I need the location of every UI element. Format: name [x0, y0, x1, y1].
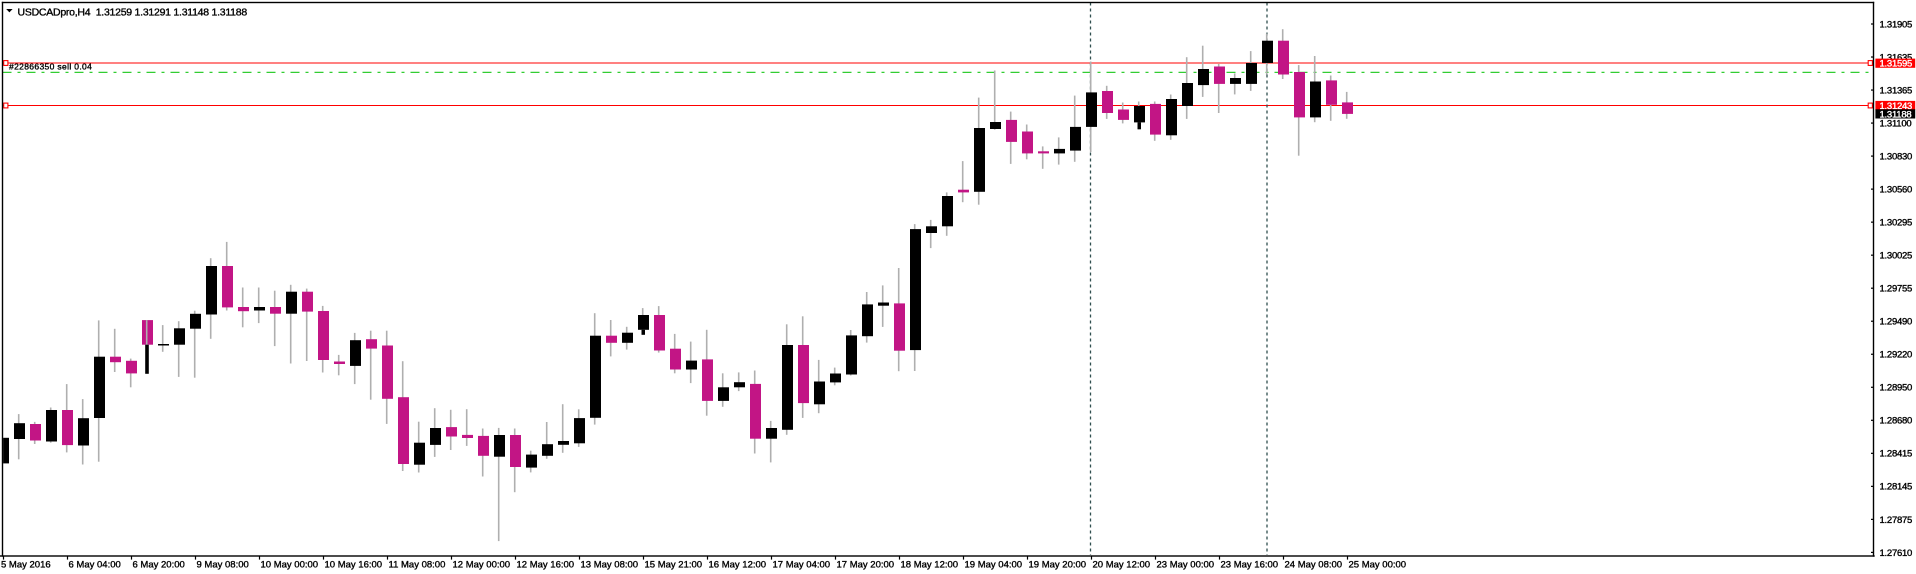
- svg-text:#22866350 sell 0.04: #22866350 sell 0.04: [9, 61, 92, 71]
- svg-text:16 May 12:00: 16 May 12:00: [709, 560, 767, 571]
- svg-text:23 May 16:00: 23 May 16:00: [1221, 560, 1279, 571]
- svg-text:1.31905: 1.31905: [1880, 19, 1913, 30]
- svg-text:5 May 2016: 5 May 2016: [1, 560, 51, 571]
- svg-text:24 May 08:00: 24 May 08:00: [1285, 560, 1343, 571]
- svg-text:6 May 20:00: 6 May 20:00: [133, 560, 185, 571]
- svg-text:1.30560: 1.30560: [1880, 185, 1913, 196]
- svg-text:1.31635: 1.31635: [1880, 52, 1913, 63]
- svg-text:12 May 00:00: 12 May 00:00: [453, 560, 511, 571]
- svg-text:12 May 16:00: 12 May 16:00: [517, 560, 575, 571]
- svg-text:17 May 04:00: 17 May 04:00: [773, 560, 831, 571]
- svg-text:23 May 00:00: 23 May 00:00: [1157, 560, 1215, 571]
- svg-text:1.29755: 1.29755: [1880, 284, 1913, 295]
- svg-text:1.28950: 1.28950: [1880, 383, 1913, 394]
- svg-text:1.28145: 1.28145: [1880, 482, 1913, 493]
- svg-text:25 May 00:00: 25 May 00:00: [1349, 560, 1407, 571]
- svg-text:20 May 12:00: 20 May 12:00: [1093, 560, 1151, 571]
- svg-text:15 May 21:00: 15 May 21:00: [645, 560, 703, 571]
- svg-text:USDCADpro,H4 1.31259 1.31291: USDCADpro,H4 1.31259 1.31291 1.31148 1.3…: [18, 7, 248, 19]
- svg-text:10 May 16:00: 10 May 16:00: [325, 560, 383, 571]
- svg-text:1.31100: 1.31100: [1880, 119, 1912, 130]
- svg-text:13 May 08:00: 13 May 08:00: [581, 560, 639, 571]
- svg-text:1.30830: 1.30830: [1880, 152, 1913, 163]
- svg-text:17 May 20:00: 17 May 20:00: [837, 560, 895, 571]
- svg-text:1.28680: 1.28680: [1880, 416, 1913, 427]
- svg-text:1.31365: 1.31365: [1880, 86, 1913, 97]
- svg-text:19 May 04:00: 19 May 04:00: [965, 560, 1023, 571]
- svg-text:11 May 08:00: 11 May 08:00: [389, 560, 446, 571]
- svg-text:1.30025: 1.30025: [1880, 251, 1913, 262]
- svg-text:1.27875: 1.27875: [1880, 515, 1913, 526]
- svg-text:9 May 08:00: 9 May 08:00: [197, 560, 249, 571]
- svg-text:1.28415: 1.28415: [1880, 449, 1913, 460]
- svg-text:1.29220: 1.29220: [1880, 350, 1913, 361]
- svg-text:1.30295: 1.30295: [1880, 218, 1913, 229]
- svg-text:1.27610: 1.27610: [1880, 548, 1913, 559]
- svg-text:1.31188: 1.31188: [1880, 109, 1912, 120]
- svg-text:1.31243: 1.31243: [1880, 101, 1913, 112]
- svg-text:6 May 04:00: 6 May 04:00: [69, 560, 121, 571]
- svg-text:1.31595: 1.31595: [1880, 59, 1913, 70]
- svg-text:18 May 12:00: 18 May 12:00: [901, 560, 959, 571]
- svg-text:1.29490: 1.29490: [1880, 317, 1913, 328]
- svg-text:19 May 20:00: 19 May 20:00: [1029, 560, 1087, 571]
- svg-text:10 May 00:00: 10 May 00:00: [261, 560, 319, 571]
